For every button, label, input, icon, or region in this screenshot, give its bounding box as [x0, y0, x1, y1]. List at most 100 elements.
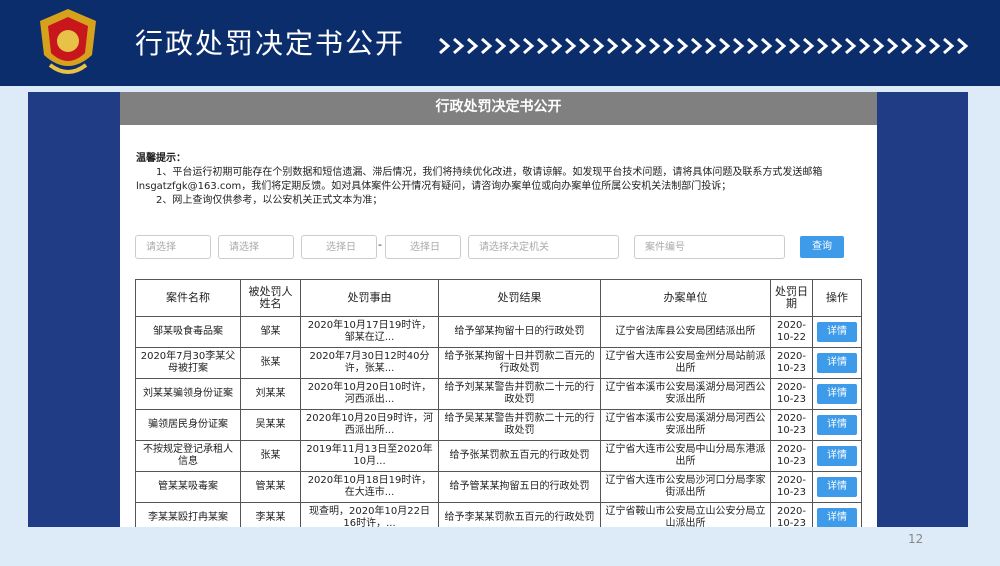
table-cell: 骗领居民身份证案 — [135, 409, 241, 441]
chevron — [691, 37, 703, 55]
detail-button[interactable]: 详情 — [817, 322, 857, 342]
chevron — [467, 37, 479, 55]
column-header: 处罚日期 — [770, 279, 813, 317]
detail-button[interactable]: 详情 — [817, 384, 857, 404]
table-cell: 2020-10-23 — [770, 440, 813, 472]
select[interactable]: 请选择 — [218, 235, 294, 259]
table-cell: 不按规定登记承租人信息 — [135, 440, 241, 472]
chevron — [719, 37, 731, 55]
emblem — [40, 9, 96, 74]
table-cell: 李某某 — [240, 502, 301, 527]
table-cell: 2020年7月30日12时40分许，张某... — [300, 347, 439, 379]
chevron — [775, 37, 787, 55]
select[interactable]: 请选择决定机关 — [468, 235, 619, 259]
chevron — [663, 37, 675, 55]
table-cell: 给予李某某罚款五百元的行政处罚 — [438, 502, 601, 527]
chevron — [887, 37, 899, 55]
chevron — [901, 37, 913, 55]
table-row: 李某某殴打冉某案 李某某 现查明，2020年10月22日16时许，... 给予李某某罚… — [135, 502, 862, 527]
select[interactable]: 请选择 — [135, 235, 211, 259]
table-cell: 辽宁省鞍山市公安局立山公安分局立山派出所 — [600, 502, 771, 527]
table-cell: 给予刘某某警告并罚款二十元的行政处罚 — [438, 378, 601, 410]
table-row: 管某某吸毒案 管某某 2020年10月18日19时许，在大连市... 给予管某某拘留五… — [135, 471, 862, 503]
table-cell: 2020-10-23 — [770, 378, 813, 410]
chevron — [579, 37, 591, 55]
detail-button[interactable]: 详情 — [817, 508, 857, 527]
table-cell: 2020-10-23 — [770, 409, 813, 441]
table-cell: 详情 — [812, 378, 862, 410]
chevron — [733, 37, 745, 55]
table-cell: 2020年7月30李某父母被打案 — [135, 347, 241, 379]
table-cell: 给予张某罚款五百元的行政处罚 — [438, 440, 601, 472]
table-row: 2020年7月30李某父母被打案 张某 2020年7月30日12时40分许，张某..… — [135, 347, 862, 379]
search-button[interactable]: 查询 — [800, 236, 844, 258]
chevron — [565, 37, 577, 55]
chevron — [803, 37, 815, 55]
chevron — [915, 37, 927, 55]
table-cell: 张某 — [240, 440, 301, 472]
table-cell: 现查明，2020年10月22日16时许，... — [300, 502, 439, 527]
chevron — [551, 37, 563, 55]
table-cell: 2020年10月17日19时许，邹某在辽... — [300, 316, 439, 348]
table-row: 刘某某骗领身份证案 刘某某 2020年10月20日10时许，河西派出... 给予刘某某… — [135, 378, 862, 410]
table-cell: 刘某某骗领身份证案 — [135, 378, 241, 410]
table-cell: 2020年10月18日19时许，在大连市... — [300, 471, 439, 503]
chevron — [705, 37, 717, 55]
detail-button[interactable]: 详情 — [817, 415, 857, 435]
table-cell: 辽宁省大连市公安局沙河口分局李家街派出所 — [600, 471, 771, 503]
date-input[interactable]: 选择日 — [301, 235, 377, 259]
text-input[interactable]: 案件编号 — [634, 235, 785, 259]
chevron — [509, 37, 521, 55]
table-cell: 详情 — [812, 316, 862, 348]
chevron — [831, 37, 843, 55]
web-page: 行政处罚决定书公开 温馨提示： 1、平台运行初期可能存在个别数据和短信遗漏、滞后… — [120, 92, 877, 527]
table-cell: 邹某吸食毒品案 — [135, 316, 241, 348]
page-number: 12 — [908, 532, 924, 546]
table-cell: 辽宁省大连市公安局金州分局站前派出所 — [600, 347, 771, 379]
detail-button[interactable]: 详情 — [817, 477, 857, 497]
column-header: 办案单位 — [600, 279, 771, 317]
table-cell: 2019年11月13日至2020年10月... — [300, 440, 439, 472]
separator: - — [378, 238, 382, 251]
chevron — [817, 37, 829, 55]
chevron — [943, 37, 955, 55]
chevron — [929, 37, 941, 55]
notice-heading: 温馨提示： — [136, 153, 186, 164]
column-header: 处罚结果 — [438, 279, 601, 317]
table-cell: 管某某吸毒案 — [135, 471, 241, 503]
notice-line: 1、平台运行初期可能存在个别数据和短信遗漏、滞后情况，我们将持续优化改进，敬请谅… — [136, 167, 823, 192]
table-cell: 2020年10月20日9时许，河西派出所... — [300, 409, 439, 441]
table-cell: 2020-10-23 — [770, 502, 813, 527]
chevron — [607, 37, 619, 55]
table-cell: 刘某某 — [240, 378, 301, 410]
table-body: 邹某吸食毒品案 邹某 2020年10月17日19时许，邹某在辽... 给予邹某拘留十日… — [135, 316, 862, 527]
chevrons — [439, 37, 969, 55]
detail-button[interactable]: 详情 — [817, 353, 857, 373]
chevron — [481, 37, 493, 55]
page-title: 行政处罚决定书公开 — [120, 92, 877, 125]
table-cell: 2020-10-23 — [770, 347, 813, 379]
chevron — [789, 37, 801, 55]
table-cell: 辽宁省大连市公安局中山分局东港派出所 — [600, 440, 771, 472]
browser-frame: 行政处罚决定书公开 温馨提示： 1、平台运行初期可能存在个别数据和短信遗漏、滞后… — [28, 92, 968, 527]
table-cell: 辽宁省法库县公安局团结派出所 — [600, 316, 771, 348]
table-cell: 给予吴某某警告并罚款二十元的行政处罚 — [438, 409, 601, 441]
table-row: 骗领居民身份证案 吴某某 2020年10月20日9时许，河西派出所... 给予吴某某警… — [135, 409, 862, 441]
date-input[interactable]: 选择日 — [385, 235, 461, 259]
table-cell: 给予邹某拘留十日的行政处罚 — [438, 316, 601, 348]
table-cell: 邹某 — [240, 316, 301, 348]
table-cell: 辽宁省本溪市公安局溪湖分局河西公安派出所 — [600, 409, 771, 441]
header-row: 案件名称 被处罚人姓名 处罚事由 处罚结果 办案单位 处罚日期 操作 — [135, 279, 862, 317]
column-header: 操作 — [812, 279, 862, 317]
chevron — [537, 37, 549, 55]
chevron — [635, 37, 647, 55]
column-header: 案件名称 — [135, 279, 241, 317]
detail-button[interactable]: 详情 — [817, 446, 857, 466]
table-cell: 详情 — [812, 502, 862, 527]
column-header: 被处罚人姓名 — [240, 279, 301, 317]
table-cell: 李某某殴打冉某案 — [135, 502, 241, 527]
chevron — [859, 37, 871, 55]
results-table: 案件名称 被处罚人姓名 处罚事由 处罚结果 办案单位 处罚日期 操作 邹某吸食毒品案 邹某 20… — [135, 279, 862, 527]
table-cell: 管某某 — [240, 471, 301, 503]
table-cell: 吴某某 — [240, 409, 301, 441]
